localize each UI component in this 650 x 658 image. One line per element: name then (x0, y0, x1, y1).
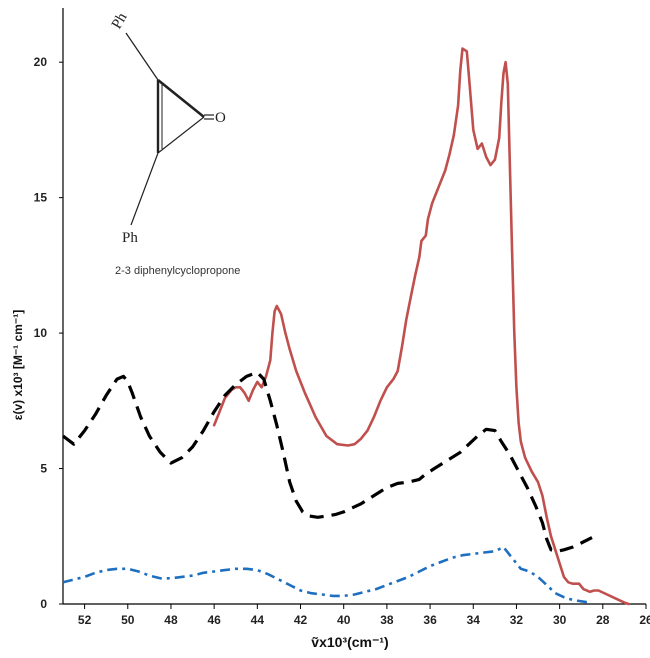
y-ticks: 0 5 10 15 20 (34, 55, 63, 611)
x-tick-label: 40 (337, 613, 351, 627)
oxygen-label: O (215, 110, 226, 126)
ph-top-label: Ph (109, 10, 131, 32)
series-line-dashed (62, 370, 593, 553)
y-tick-label: 5 (40, 462, 47, 476)
x-tick-label: 34 (467, 613, 481, 627)
x-tick-label: 50 (121, 613, 135, 627)
axes (62, 8, 646, 605)
series-layer (62, 47, 631, 606)
inset-caption: 2-3 diphenylcyclopropone (115, 265, 240, 277)
ring-bond-upper (157, 78, 205, 119)
x-tick-label: 44 (251, 613, 265, 627)
x-tick-label: 38 (380, 613, 394, 627)
x-tick-label: 46 (207, 613, 221, 627)
y-tick-label: 10 (34, 326, 48, 340)
series-line-solid (212, 47, 631, 606)
x-tick-label: 28 (596, 613, 610, 627)
x-tick-label: 36 (423, 613, 437, 627)
y-tick-label: 0 (40, 597, 47, 611)
y-tick-label: 20 (34, 55, 48, 69)
x-axis-title: ṽx10³(cm⁻¹) (311, 634, 388, 650)
x-tick-label: 48 (164, 613, 178, 627)
x-tick-label: 26 (639, 613, 650, 627)
ph-bottom-label: Ph (122, 230, 138, 246)
y-tick-label: 15 (34, 191, 48, 205)
x-ticks: 52 50 48 46 44 42 40 38 36 34 32 30 28 26 (78, 604, 650, 627)
x-tick-label: 52 (78, 613, 92, 627)
y-axis-title: ε(v) x10³ [M⁻¹ cm⁻¹] (11, 310, 25, 420)
ring-bond-lower (157, 116, 205, 154)
x-tick-label: 30 (553, 613, 567, 627)
x-tick-label: 42 (294, 613, 308, 627)
bond-ph-top (125, 32, 159, 81)
series-line-dash-dot (62, 545, 591, 604)
molecule-inset: Ph O Ph 2-3 diphenylcyclopropone (109, 10, 241, 277)
x-tick-label: 32 (510, 613, 524, 627)
bond-ph-bottom (130, 152, 159, 226)
